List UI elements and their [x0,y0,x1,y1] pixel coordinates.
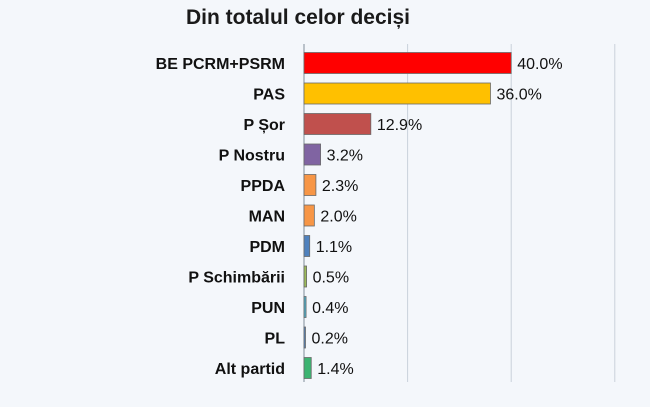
value-label: 1.4% [317,361,353,378]
value-label: 0.4% [312,300,348,317]
category-label: P Nostru [219,148,285,165]
bar [303,52,512,74]
value-label: 0.2% [312,331,348,348]
chart-title: Din totalul celor deciși [186,6,410,29]
bar [303,357,312,379]
category-label: PDM [249,239,285,256]
bar [303,113,372,135]
bar [303,174,317,196]
category-label: BE PCRM+PSRM [156,56,285,73]
value-label: 40.0% [517,56,562,73]
value-label: 36.0% [496,87,541,104]
category-label: P Șor [244,117,286,134]
value-label: 3.2% [327,148,363,165]
bar [303,204,315,227]
category-label: PUN [251,300,285,317]
category-label: PAS [253,87,285,104]
category-label: PPDA [241,178,286,195]
value-label: 2.0% [320,209,356,226]
value-label: 0.5% [313,270,349,287]
bar [303,235,311,257]
category-label: Alt partid [215,361,285,378]
bar [303,296,307,318]
bars: BE PCRM+PSRM 40.0% PAS 36.0% P Șor 12.9% P Nos… [156,52,563,379]
bar [303,265,307,288]
category-label: P Schimbării [188,270,285,287]
category-label: PL [265,331,286,348]
bar [303,326,306,349]
bar [303,143,321,166]
value-label: 1.1% [316,239,352,256]
category-label: MAN [249,209,285,226]
value-label: 12.9% [377,117,422,134]
value-label: 2.3% [322,178,358,195]
bar [303,82,491,105]
